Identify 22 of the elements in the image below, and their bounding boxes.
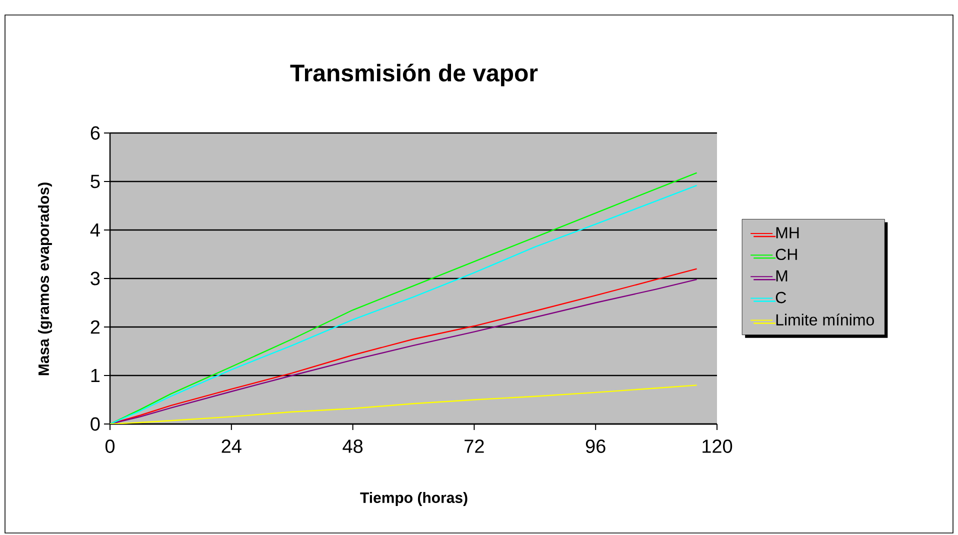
- x-tick-label: 48: [342, 440, 363, 453]
- x-tick-label: 0: [105, 440, 115, 453]
- legend-label: C: [776, 292, 786, 304]
- legend-label: Limite mínimo: [776, 314, 874, 326]
- legend-label: MH: [776, 227, 799, 238]
- x-tick-label: 96: [586, 440, 606, 453]
- x-tick-label: 72: [464, 440, 484, 453]
- y-tick-label: 0: [90, 417, 100, 431]
- legend-label: CH: [776, 248, 797, 260]
- x-tick-label: 120: [702, 440, 732, 453]
- y-tick-label: 6: [90, 126, 100, 140]
- y-tick-label: 1: [91, 368, 100, 382]
- y-tick-label: 2: [90, 320, 100, 334]
- legend-label: M: [776, 270, 788, 282]
- y-tick-label: 4: [90, 223, 100, 237]
- x-axis-title: Tiempo (horas): [360, 492, 468, 506]
- y-tick-label: 5: [90, 174, 100, 188]
- x-tick-label: 24: [222, 440, 242, 453]
- y-axis-title: Masa (gramos evaporados): [38, 182, 52, 376]
- line-series: [110, 384, 698, 424]
- y-tick-label: 3: [90, 272, 100, 286]
- chart-title: Transmisión de vapor: [290, 64, 538, 86]
